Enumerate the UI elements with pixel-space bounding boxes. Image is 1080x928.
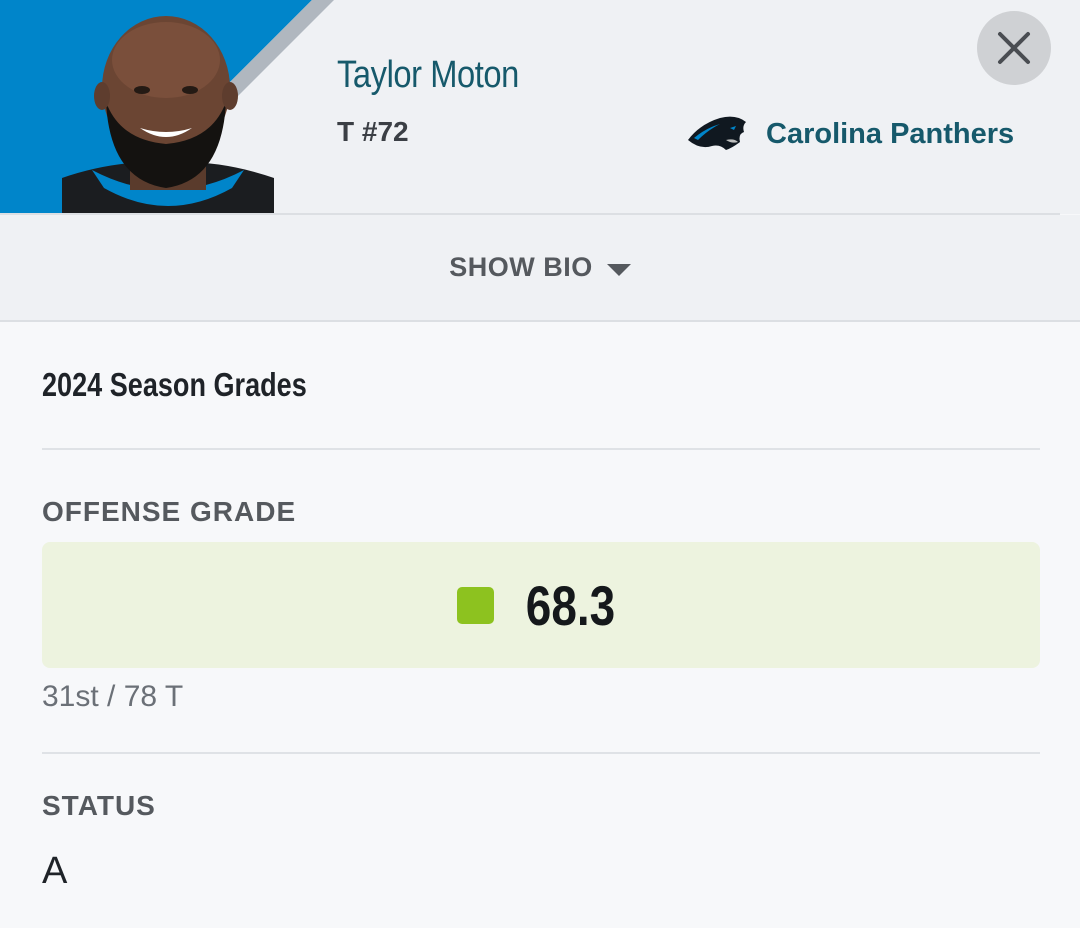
show-bio-label: SHOW BIO [449, 252, 593, 282]
status-divider [42, 752, 1040, 754]
team-name[interactable]: Carolina Panthers [766, 117, 1015, 150]
panther-logo-icon [688, 116, 746, 150]
status-label: STATUS [42, 790, 156, 821]
player-position-number: T #72 [337, 116, 409, 147]
close-icon [998, 32, 1030, 64]
team-link[interactable]: Carolina Panthers [686, 112, 1014, 156]
player-headshot [62, 16, 274, 214]
offense-grade-value: 68.3 [525, 573, 616, 637]
status-value: A [42, 850, 68, 892]
close-button[interactable] [977, 11, 1051, 85]
offense-grade-label: OFFENSE GRADE [42, 496, 297, 527]
section-title: 2024 Season Grades [42, 366, 307, 403]
offense-grade-card: 68.3 [42, 542, 1040, 668]
section-divider [42, 448, 1040, 450]
offense-grade-rank: 31st / 78 T [42, 680, 184, 713]
show-bio-toggle[interactable]: SHOW BIO [0, 215, 1080, 322]
header-divider [0, 213, 1060, 215]
grade-color-swatch [457, 586, 494, 624]
caret-down-icon [606, 263, 631, 276]
player-header: Taylor Moton T #72 Carolina Panthers [0, 0, 1080, 214]
player-name: Taylor Moton [337, 54, 519, 96]
